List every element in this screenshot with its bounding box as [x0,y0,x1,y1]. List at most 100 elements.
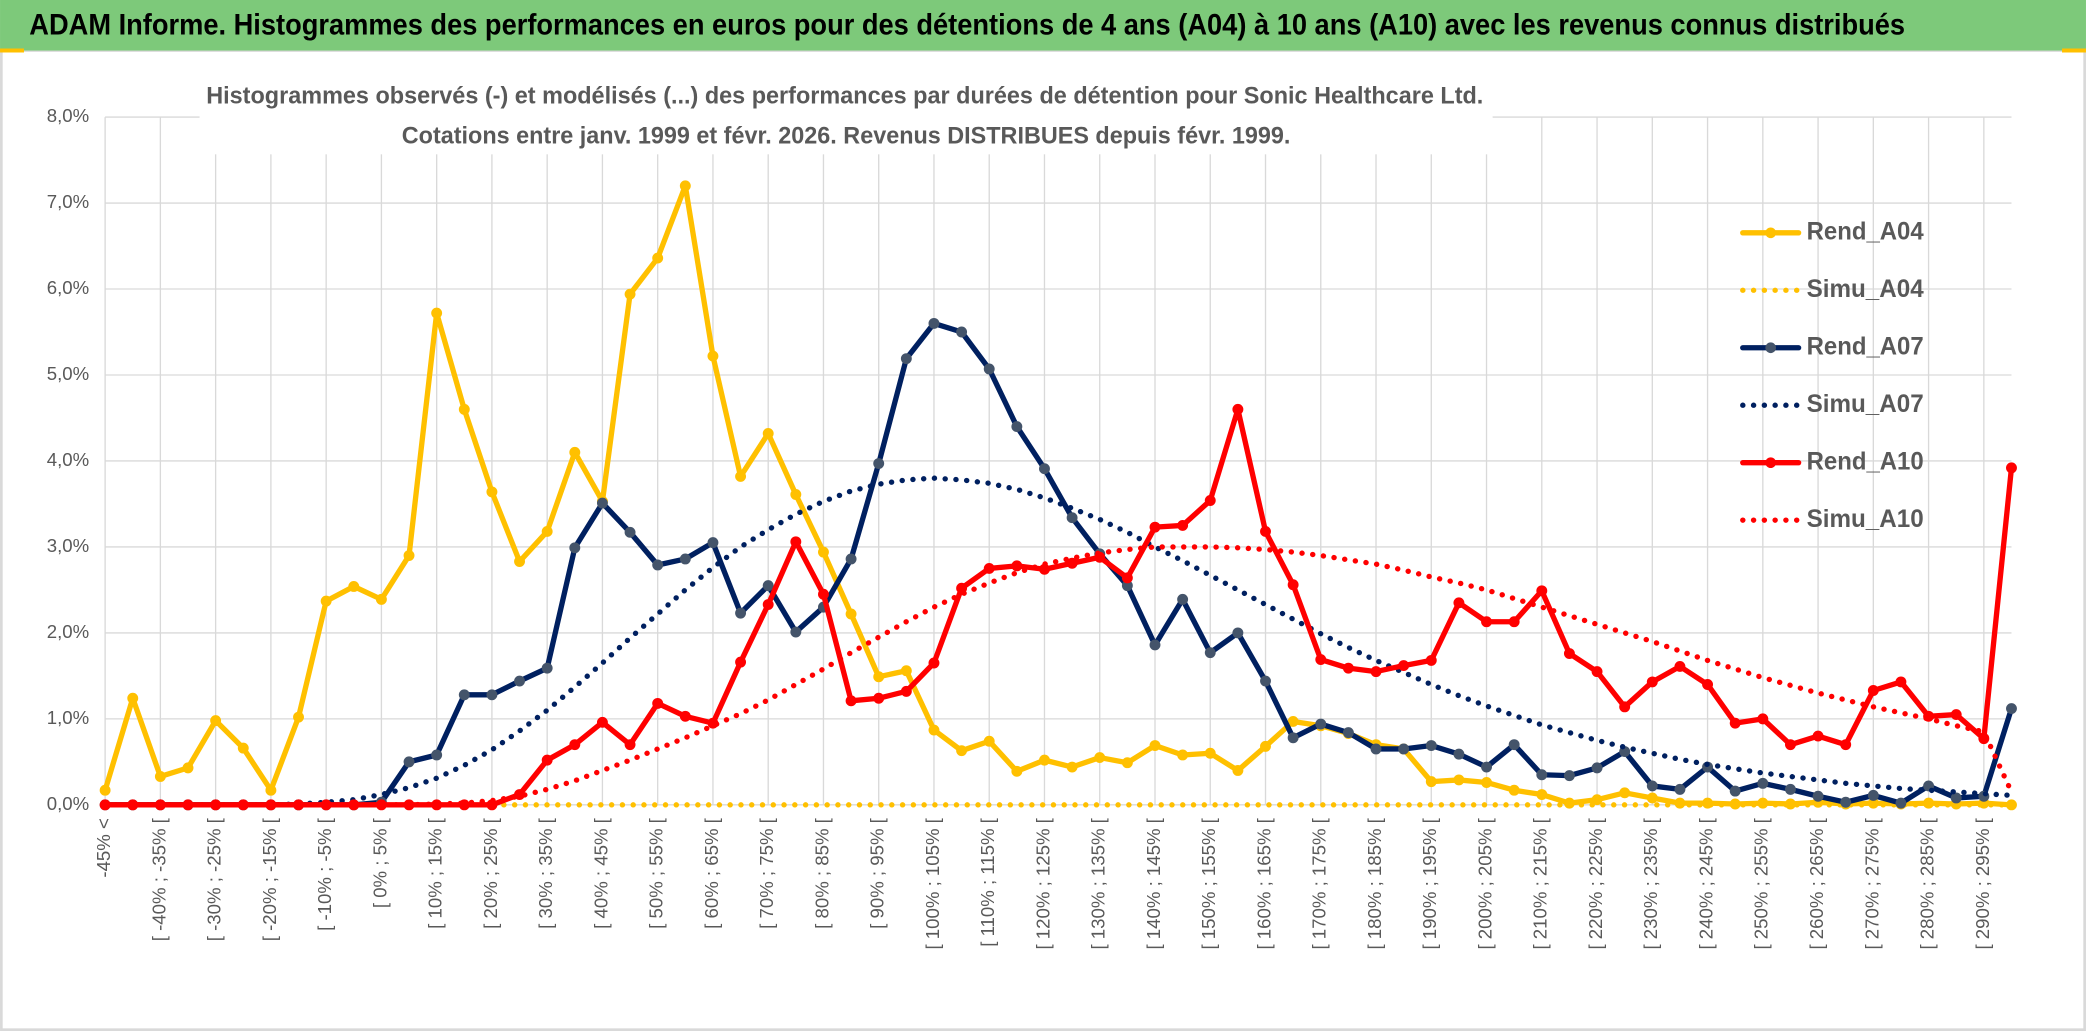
header-band [0,0,2086,51]
data-point [1536,769,1548,781]
data-point [1425,740,1437,751]
data-point [541,662,553,674]
data-point [154,771,166,782]
data-point [403,756,415,768]
x-tick-label: [ 100% ; 105% [ [922,817,943,949]
data-point [1481,616,1492,628]
data-point [1039,463,1050,475]
data-point [1840,739,1852,751]
y-tick-label: 0,0% [47,793,89,814]
data-point [1950,709,1962,721]
x-tick-label: [ 150% ; 155% [ [1198,817,1219,949]
x-tick-label: [ -10% ; -5% [ [314,817,335,931]
data-point [1453,597,1465,609]
data-point [1066,761,1078,773]
legend-label: Simu_A07 [1807,390,1924,418]
x-tick-label: [ -40% ; -35% [ [148,817,169,941]
data-point [1425,776,1437,788]
legend-label: Rend_A07 [1807,332,1924,360]
data-point [1619,787,1631,799]
data-point [541,754,553,766]
data-point [1867,685,1879,696]
data-point [1784,783,1796,795]
data-point [265,784,277,796]
data-point [1425,654,1437,666]
x-tick-label: [ 70% ; 75% [ [756,817,777,929]
data-point [652,252,664,264]
data-point [983,562,995,574]
data-point [928,317,940,329]
data-point [679,180,691,192]
data-point [1039,754,1050,766]
data-point [735,607,747,619]
data-point [1260,740,1271,752]
legend-marker [1765,457,1777,469]
data-point [790,536,802,548]
data-point [596,716,608,728]
legend-marker [1765,227,1777,239]
x-tick-label: [ 190% ; 195% [ [1419,817,1440,949]
data-point [1674,783,1686,795]
data-point [1563,770,1575,782]
data-point [1149,521,1161,533]
data-point [596,497,608,509]
data-point [790,489,802,500]
data-point [1177,519,1189,531]
x-tick-label: [ 120% ; 125% [ [1032,817,1053,949]
data-point [1840,796,1852,808]
data-point [458,689,470,701]
data-point [1536,789,1548,800]
data-point [873,458,885,469]
data-point [762,599,774,610]
data-point [1646,676,1658,688]
x-tick-label: -45% < [93,818,114,877]
data-point [1370,743,1382,755]
data-point [928,724,940,736]
data-point [1812,730,1824,742]
data-line [102,183,2015,808]
legend-label: Simu_A04 [1807,275,1924,303]
data-point [1287,732,1299,744]
data-point [1204,747,1216,759]
data-point [2006,703,2017,715]
data-point [569,542,581,554]
data-point [983,735,995,747]
data-point [320,595,332,607]
x-tick-label: [ -20% ; -15% [ [259,817,280,941]
data-point [514,556,526,567]
data-point [1232,627,1244,639]
x-tick-label: [ 230% ; 235% [ [1640,817,1661,949]
data-point [514,675,526,687]
x-tick-label: [ 180% ; 185% [ [1364,817,1385,949]
data-point [1398,743,1410,755]
x-tick-label: [ 20% ; 25% [ [480,817,501,929]
data-point [1453,748,1465,760]
header-title: ADAM Informe. Histogrammes des performan… [29,9,1905,41]
data-point [1536,585,1548,597]
data-point [1702,679,1714,690]
data-point [431,749,443,761]
data-point [1563,648,1575,659]
data-point [1342,662,1354,674]
data-point [679,710,691,722]
x-tick-label: [ 40% ; 45% [ [590,817,611,929]
data-point [762,580,774,592]
data-point [762,427,774,439]
data-point [900,353,912,365]
x-tick-label: [ 220% ; 225% [ [1585,817,1606,949]
data-point [845,608,857,620]
data-point [1232,765,1244,776]
x-tick-label: [ 210% ; 215% [ [1530,817,1551,949]
data-point [431,307,443,319]
data-point [1011,560,1023,572]
data-point [1260,525,1271,537]
x-tick-label: [ -30% ; -25% [ [204,817,225,941]
data-point [1646,792,1658,804]
x-tick-label: [ 140% ; 145% [ [1143,817,1164,949]
data-point [956,745,968,757]
title-backdrop [199,79,1493,155]
data-point [1729,717,1741,729]
data-point [1453,774,1465,786]
